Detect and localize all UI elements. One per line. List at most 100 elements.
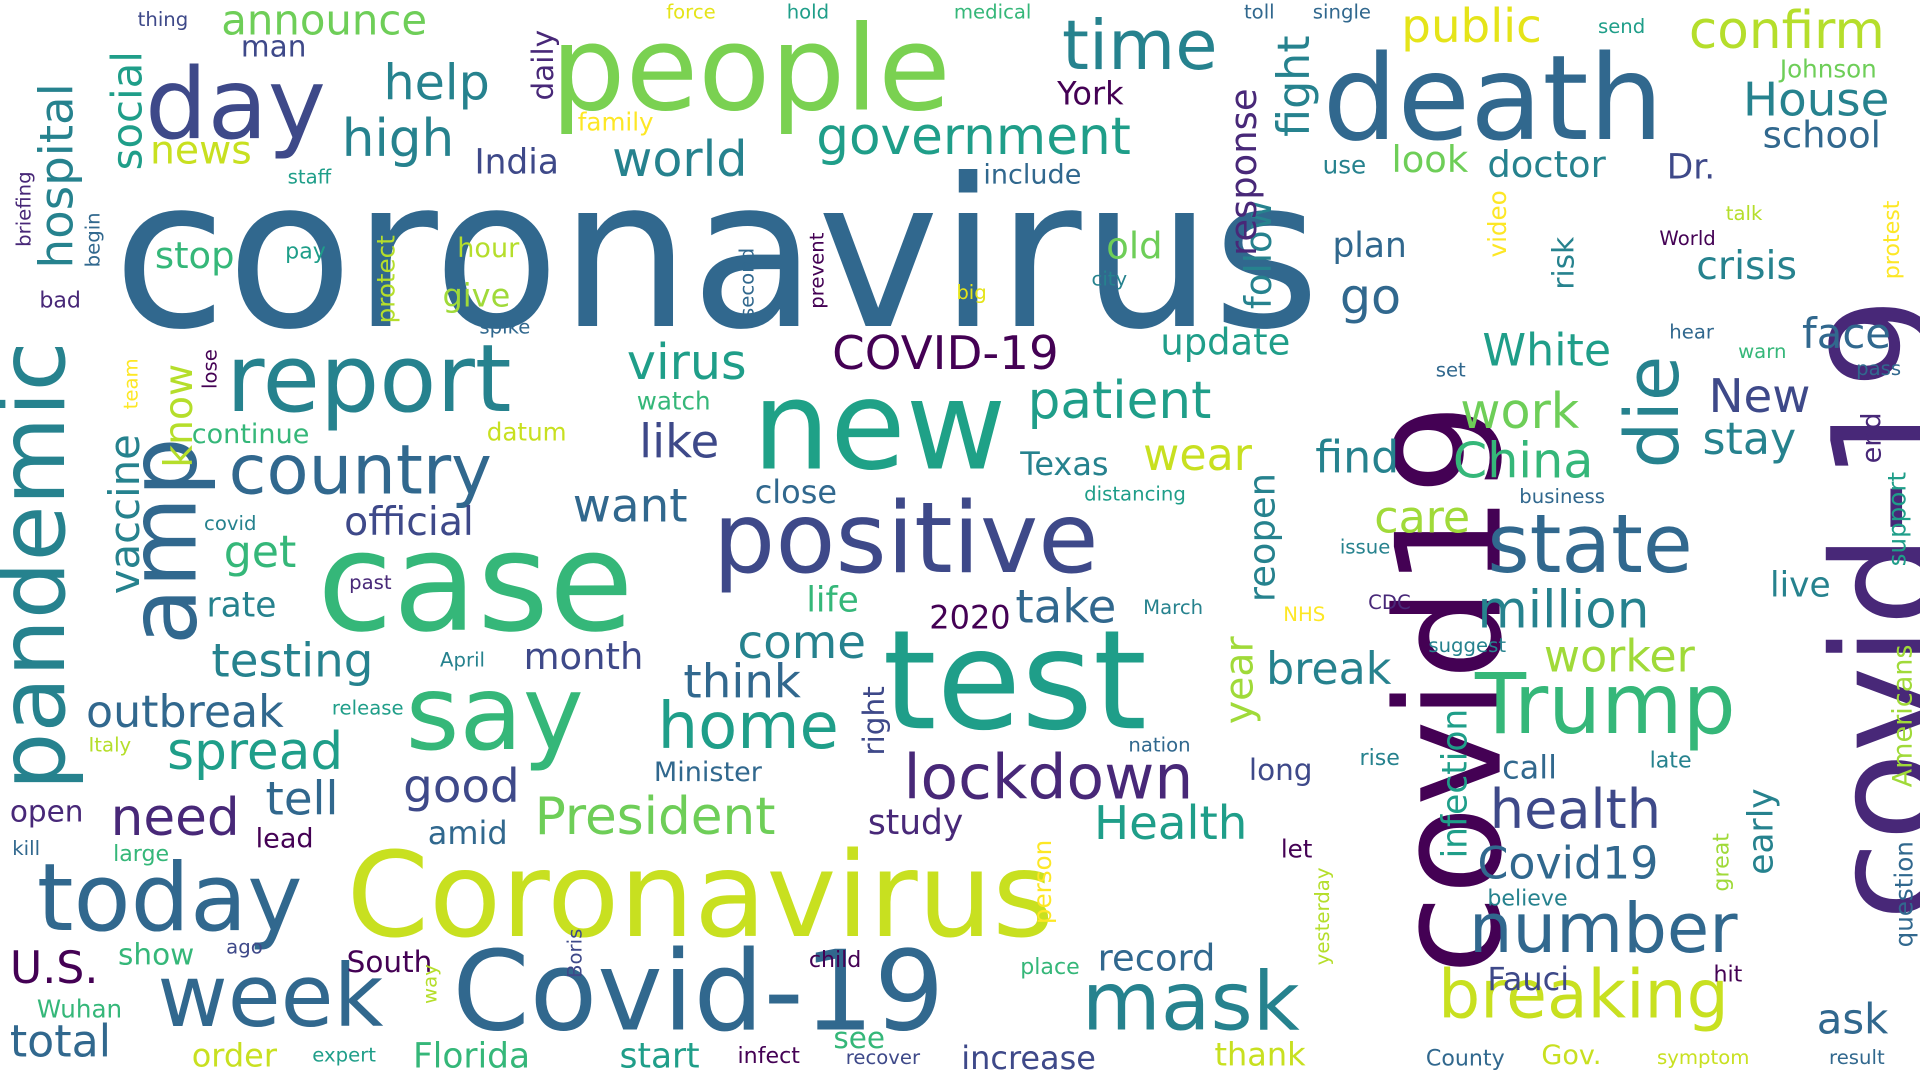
cloud-word: spike [479,314,531,339]
cloud-word: NHS [1283,602,1326,627]
cloud-word: positive [712,480,1099,596]
cloud-word: response [1223,88,1267,257]
cloud-word: India [474,141,559,183]
cloud-word: go [1339,269,1402,326]
cloud-word: year [1215,636,1263,725]
cloud-word: datum [486,417,567,447]
cloud-word: lockdown [903,741,1194,814]
cloud-word: life [806,579,859,620]
cloud-word: Minister [653,757,762,789]
cloud-word: County [1425,1045,1505,1072]
cloud-word: business [1519,484,1606,509]
cloud-word: Americans [1888,644,1919,788]
cloud-word: watch [636,386,711,416]
cloud-word: Covid-19 [452,927,945,1057]
cloud-word: today [36,842,303,953]
cloud-word: home [657,690,839,764]
cloud-word: daily [526,29,561,101]
cloud-word: million [1477,579,1650,640]
cloud-word: nation [1128,733,1191,757]
cloud-word: order [191,1038,277,1076]
cloud-word: Italy [88,733,132,757]
cloud-word: prevent [805,232,829,309]
cloud-word: man [240,29,307,64]
cloud-word: Texas [1020,446,1109,484]
cloud-word: give [442,278,511,315]
cloud-word: look [1391,139,1469,183]
cloud-word: pandemic [0,341,87,791]
cloud-word: vaccine [100,434,150,595]
cloud-word: doctor [1487,143,1606,187]
cloud-word: know [154,363,202,468]
cloud-word: kill [12,836,41,860]
cloud-word: mask [1081,954,1300,1050]
cloud-word: COVID-19 [832,325,1059,381]
cloud-word: spread [167,720,344,782]
cloud-word: hour [457,233,520,265]
cloud-word: care [1374,493,1471,544]
cloud-word: include [983,159,1082,191]
cloud-word: child [808,947,862,974]
cloud-word: second [735,247,759,319]
cloud-word: way [417,964,442,1004]
cloud-word: tell [265,771,339,826]
cloud-word: Health [1093,795,1248,850]
cloud-word: people [550,0,951,138]
cloud-word: China [1452,432,1594,490]
cloud-word: social [103,51,153,171]
cloud-word: think [683,654,801,709]
cloud-word: President [534,786,776,847]
cloud-word: announce [221,0,428,46]
cloud-word: April [440,648,486,672]
cloud-word: place [1020,954,1080,981]
cloud-word: Wuhan [36,993,123,1024]
cloud-word: testing [211,633,374,688]
cloud-word: state [1487,496,1693,592]
cloud-word: news [149,126,252,174]
cloud-word: hold [786,0,830,24]
cloud-word: patient [1027,370,1212,431]
cloud-word: toll [1243,0,1275,24]
cloud-word: video [1482,190,1512,258]
cloud-word: recover [845,1045,921,1069]
cloud-word: pay [285,238,326,265]
cloud-word: use [1322,150,1367,180]
cloud-word: big [956,280,987,304]
cloud-word: team [119,358,143,410]
cloud-word: person [1027,839,1058,925]
cloud-word: force [666,0,716,24]
cloud-word: large [113,841,170,868]
cloud-word: infection [1434,708,1476,859]
cloud-word: government [816,105,1131,167]
cloud-word: symptom [1656,1045,1750,1069]
cloud-word: U.S. [9,943,99,994]
cloud-word: start [619,1035,700,1077]
cloud-word: issue [1339,535,1391,559]
cloud-word: South [346,944,433,980]
cloud-word: lead [255,824,314,855]
cloud-word: number [1468,889,1738,970]
cloud-word: distancing [1084,482,1186,506]
cloud-word: crisis [1696,242,1797,290]
cloud-word: old [1106,225,1163,269]
cloud-word: fight [1269,35,1321,137]
cloud-word: rate [206,584,277,625]
cloud-word: hit [1713,961,1743,988]
cloud-word: late [1649,747,1692,774]
cloud-word: covid [204,511,257,536]
cloud-word: White [1482,325,1612,377]
cloud-word: virus [626,334,747,392]
cloud-word: talk [1725,201,1763,226]
cloud-word: find [1315,432,1400,484]
cloud-word: come [737,615,867,670]
cloud-word: work [1460,383,1580,441]
cloud-word: case [317,503,634,664]
cloud-word: support [1881,471,1912,567]
cloud-word: ask [1816,995,1889,1045]
cloud-word: say [405,653,584,774]
cloud-word: open [9,794,84,830]
cloud-word: face [1802,309,1892,360]
cloud-word: good [403,758,520,814]
cloud-word: break [1266,644,1392,696]
cloud-word: ago [226,934,263,959]
